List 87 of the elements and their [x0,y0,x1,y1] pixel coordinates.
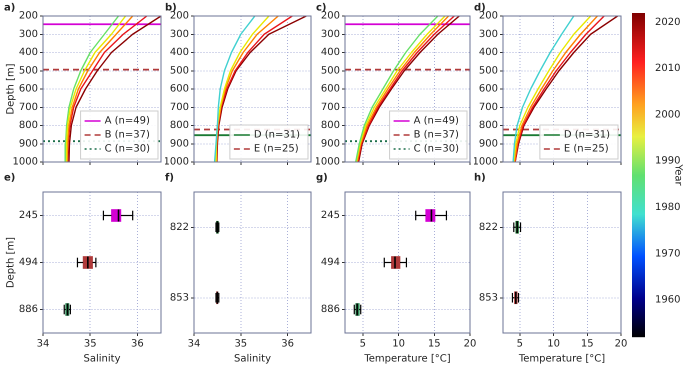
x-axis-title: Temperature [°C] [518,354,606,365]
y-tick-label: 1000 [314,156,340,168]
chart-title: f) [165,172,174,184]
color-bar-label: 1970 [655,248,680,260]
legend-label: A (n=49) [414,116,459,127]
y-tick-label: 800 [170,120,189,132]
y-tick-label: 200 [170,10,189,22]
y-axis-title: Depth [m] [6,63,17,115]
y-tick-label: 700 [478,102,498,113]
y-tick-label: 900 [320,138,340,150]
x-tick-label: 15 [428,338,441,350]
y-axis-title: Depth [m] [6,236,17,288]
y-tick-label: 886 [320,304,340,316]
y-tick-label: 1000 [472,156,498,168]
y-tick-label: 400 [478,47,498,58]
x-tick-label: 10 [392,338,405,350]
x-tick-label: 35 [84,338,97,350]
y-tick-label: 853 [170,292,189,304]
y-tick-label: 245 [320,210,340,222]
x-tick-label: 20 [464,338,476,350]
y-tick-label: 700 [320,102,340,113]
y-tick-label: 300 [170,28,189,40]
y-tick-label: 800 [478,120,498,132]
y-tick-label: 300 [18,28,38,40]
x-tick-label: 20 [614,338,628,350]
y-tick-label: 822 [478,222,498,233]
y-tick-label: 822 [170,222,189,233]
y-tick-label: 900 [170,138,189,150]
y-tick-label: 300 [320,28,340,40]
legend-label: E (n=25) [254,144,299,155]
legend-label: D (n=31) [254,130,300,141]
x-tick-label: 5 [516,338,524,350]
x-tick-label: 15 [580,338,594,350]
y-tick-label: 494 [18,257,38,268]
y-tick-label: 886 [18,304,38,316]
y-tick-label: 800 [18,120,38,132]
y-tick-label: 900 [18,138,38,150]
y-tick-label: 600 [320,84,340,95]
chart-title: h) [474,172,486,184]
y-tick-label: 245 [18,210,38,222]
y-tick-label: 800 [320,120,340,132]
x-axis-title: Salinity [84,354,121,365]
y-tick-label: 700 [18,102,38,113]
y-tick-label: 400 [18,47,38,58]
color-bar-label: 1960 [655,294,680,306]
legend-label: D (n=31) [564,130,610,141]
y-tick-label: 200 [18,10,38,22]
y-tick-label: 300 [478,28,498,40]
x-tick-label: 5 [360,338,366,350]
legend-label: A (n=49) [104,116,150,127]
chart-title: a) [4,2,16,14]
legend-label: C (n=30) [414,144,460,155]
x-tick-label: 34 [36,338,50,350]
chart-title: e) [4,172,16,184]
y-tick-label: 500 [170,65,189,76]
chart-title: g) [316,172,328,184]
legend-label: B (n=37) [104,130,150,141]
y-tick-label: 500 [320,65,340,76]
y-tick-label: 700 [170,102,189,113]
y-tick-label: 200 [478,10,498,22]
y-tick-label: 1000 [12,156,38,168]
x-tick-label: 34 [188,338,200,350]
x-tick-label: 36 [281,338,294,350]
y-tick-label: 600 [170,84,189,95]
y-tick-label: 500 [478,65,498,76]
color-bar-label: 2020 [655,16,680,28]
legend-label: C (n=30) [104,144,150,155]
color-bar-label: 2000 [655,109,680,120]
y-tick-label: 600 [18,84,38,95]
color-bar-label: 2010 [655,63,680,74]
x-axis-title: Temperature [°C] [363,354,451,365]
x-axis-title: Salinity [234,354,272,365]
y-tick-label: 1000 [164,156,189,168]
y-tick-label: 853 [478,292,498,304]
y-tick-label: 500 [18,65,38,76]
color-bar-label: 1980 [655,202,680,213]
y-tick-label: 600 [478,84,498,95]
legend-label: B (n=37) [414,130,459,141]
y-tick-label: 900 [478,138,498,150]
y-tick-label: 200 [320,10,340,22]
y-tick-label: 400 [320,47,340,58]
x-tick-label: 35 [234,338,248,350]
x-tick-label: 10 [547,338,560,350]
x-tick-label: 36 [131,338,144,350]
y-tick-label: 400 [170,47,189,58]
y-tick-label: 494 [320,257,340,268]
legend-label: E (n=25) [564,144,609,155]
